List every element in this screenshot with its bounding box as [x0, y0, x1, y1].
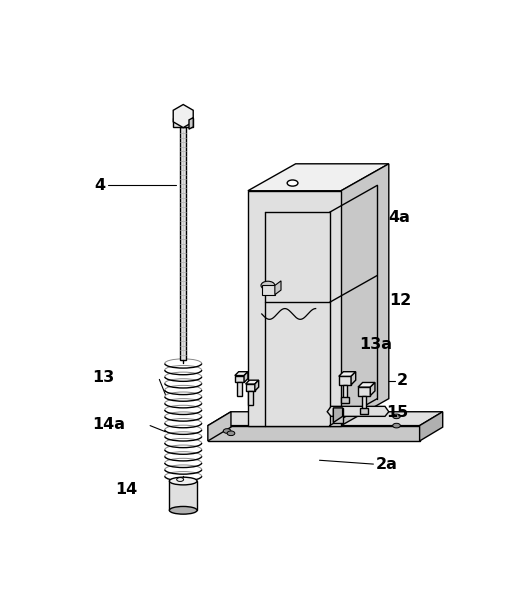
Ellipse shape — [392, 414, 400, 419]
Polygon shape — [237, 383, 242, 396]
Text: 15: 15 — [386, 405, 408, 420]
Polygon shape — [235, 372, 248, 375]
Polygon shape — [370, 383, 375, 396]
Text: 14: 14 — [115, 482, 137, 497]
Ellipse shape — [287, 180, 298, 186]
Polygon shape — [208, 425, 420, 441]
Polygon shape — [341, 164, 389, 425]
Polygon shape — [358, 387, 370, 396]
Polygon shape — [339, 376, 351, 385]
Polygon shape — [420, 412, 443, 441]
Polygon shape — [360, 408, 368, 414]
Polygon shape — [362, 396, 366, 412]
Polygon shape — [262, 286, 275, 295]
Polygon shape — [343, 385, 347, 402]
Polygon shape — [180, 127, 186, 360]
Polygon shape — [235, 375, 244, 383]
Text: 12: 12 — [389, 293, 411, 308]
Polygon shape — [351, 372, 356, 385]
Polygon shape — [255, 380, 259, 391]
Text: 4: 4 — [95, 178, 106, 193]
Ellipse shape — [227, 431, 235, 436]
Polygon shape — [248, 164, 389, 191]
Ellipse shape — [392, 423, 400, 428]
Polygon shape — [208, 412, 231, 441]
Polygon shape — [246, 384, 255, 391]
Polygon shape — [275, 281, 281, 295]
Polygon shape — [244, 372, 248, 383]
Text: 13a: 13a — [360, 337, 392, 352]
Polygon shape — [358, 383, 375, 387]
Polygon shape — [341, 397, 349, 403]
Polygon shape — [339, 372, 356, 376]
Ellipse shape — [169, 477, 197, 485]
Polygon shape — [246, 380, 259, 384]
Ellipse shape — [261, 281, 275, 290]
Text: 13: 13 — [92, 370, 114, 386]
Polygon shape — [248, 191, 341, 425]
Polygon shape — [333, 408, 343, 422]
Ellipse shape — [169, 506, 197, 514]
Text: 2a: 2a — [376, 456, 398, 472]
Ellipse shape — [223, 428, 231, 433]
Text: 2: 2 — [397, 374, 408, 389]
Polygon shape — [327, 406, 389, 416]
Polygon shape — [173, 118, 193, 127]
Polygon shape — [208, 412, 443, 425]
Text: 14a: 14a — [92, 416, 125, 431]
Polygon shape — [333, 408, 343, 422]
Text: 4a: 4a — [389, 210, 411, 225]
Polygon shape — [169, 481, 197, 511]
Polygon shape — [189, 118, 193, 129]
Polygon shape — [173, 105, 193, 127]
Polygon shape — [248, 391, 252, 405]
